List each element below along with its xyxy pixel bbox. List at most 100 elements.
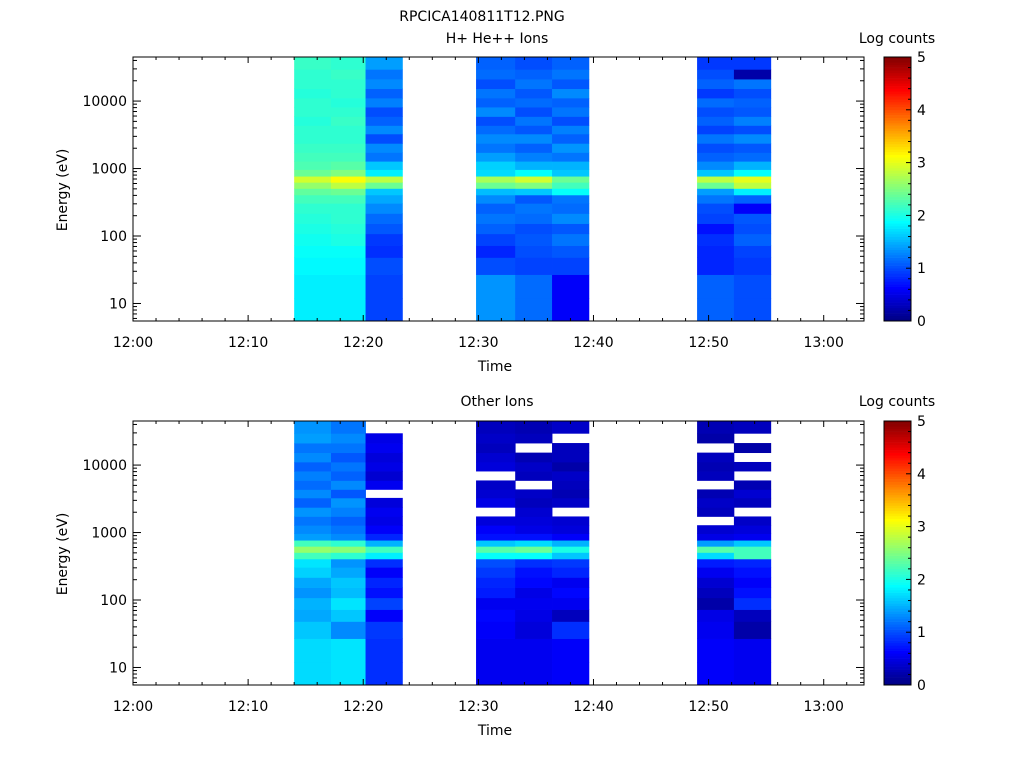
heatmap-cell	[294, 188, 332, 196]
colorbar-segment	[884, 294, 911, 298]
colorbar-segment	[884, 112, 911, 116]
x-tick-label: 13:00	[804, 699, 844, 715]
heatmap-cell	[552, 533, 590, 541]
colorbar-tick-label: 1	[917, 261, 926, 277]
heatmap-cell	[697, 57, 735, 70]
heatmap-cell	[331, 143, 366, 153]
colorbar-label: Log counts	[859, 394, 935, 410]
heatmap-cell	[515, 433, 553, 444]
heatmap-cell	[294, 161, 332, 170]
heatmap-cell	[733, 298, 772, 322]
x-tick-label: 12:20	[343, 699, 383, 715]
colorbar-segment	[884, 492, 911, 496]
heatmap-cell	[697, 577, 735, 588]
heatmap-cell	[294, 533, 332, 541]
heatmap-cell	[331, 274, 366, 299]
heatmap-cell	[697, 552, 735, 560]
colorbar-segment	[884, 571, 911, 575]
heatmap-cell	[331, 577, 366, 588]
colorbar-segment	[884, 682, 911, 686]
colorbar-label: Log counts	[859, 31, 935, 47]
colorbar-segment	[884, 671, 911, 675]
colorbar-segment	[884, 442, 911, 446]
colorbar-segment	[884, 141, 911, 145]
heatmap-cell	[294, 194, 332, 204]
heatmap-cell	[331, 421, 366, 434]
heatmap-cell	[552, 525, 590, 534]
y-tick-label: 10000	[82, 458, 127, 474]
heatmap-cell	[294, 443, 332, 454]
heatmap-cell	[294, 587, 332, 599]
heatmap-cell	[294, 461, 332, 472]
heatmap-cell	[552, 188, 590, 196]
heatmap-cell	[515, 57, 553, 70]
colorbar-segment	[884, 465, 911, 469]
heatmap-cell	[294, 507, 332, 517]
axes: 12:00 12:10 12:20 12:30 12:40 12:50 13:00 10 100…	[82, 56, 865, 351]
heatmap-cell	[476, 97, 516, 108]
heatmap-cell	[697, 213, 735, 224]
heatmap-cell	[365, 182, 403, 189]
heatmap-cell	[365, 546, 403, 553]
heatmap-cell	[331, 533, 366, 541]
colorbar-frame	[883, 56, 912, 322]
heatmap-cell	[365, 597, 403, 610]
heatmap-cell	[552, 577, 590, 588]
heatmap-cell	[552, 662, 590, 686]
heatmap-cell	[697, 133, 735, 144]
heatmap-cell	[552, 233, 590, 246]
heatmap-cell	[294, 433, 332, 444]
heatmap-cell	[476, 143, 516, 153]
heatmap-cell	[552, 182, 590, 189]
heatmap-cell	[733, 609, 772, 622]
heatmap-cell	[365, 79, 403, 90]
heatmap-cell	[697, 525, 735, 534]
heatmap-cell	[476, 461, 516, 472]
colorbar-segment	[884, 613, 911, 617]
colorbar-segment	[884, 239, 911, 243]
colorbar-segment	[884, 658, 911, 662]
heatmap-cell	[697, 203, 735, 214]
colorbar-segment	[884, 516, 911, 519]
heatmap-cell	[697, 609, 735, 622]
heatmap-cell	[476, 533, 516, 541]
heatmap-cell	[294, 182, 332, 189]
colorbar-segment	[884, 574, 911, 578]
heatmap-cell	[552, 245, 590, 258]
heatmap-cell	[697, 638, 735, 663]
colorbar-segment	[884, 302, 911, 306]
heatmap-cell	[733, 489, 772, 499]
heatmap-cell	[331, 194, 366, 204]
colorbar-segment	[884, 508, 911, 512]
heatmap-cell	[294, 525, 332, 534]
heatmap-cell	[294, 88, 332, 99]
colorbar-segment	[884, 497, 911, 501]
heatmap-cell	[733, 587, 772, 599]
colorbar-segment	[884, 281, 911, 285]
colorbar-segment	[884, 595, 911, 599]
colorbar-segment	[884, 123, 911, 126]
heatmap-cell	[365, 507, 403, 517]
heatmap-cell	[294, 116, 332, 126]
heatmap-cell	[365, 125, 403, 135]
colorbar-segment	[884, 523, 911, 527]
heatmap-cell	[515, 497, 553, 508]
heatmap-cell	[365, 516, 403, 526]
heatmap-cell	[331, 489, 366, 499]
y-tick-label: 1000	[91, 162, 127, 178]
heatmap-cell	[331, 638, 366, 663]
heatmap-cell	[476, 298, 516, 322]
heatmap-cell	[331, 567, 366, 578]
heatmap-cell	[697, 471, 735, 481]
colorbar-segment	[884, 600, 911, 604]
colorbar-segment	[884, 537, 911, 541]
heatmap-cell	[331, 461, 366, 472]
heatmap-cell	[697, 298, 735, 322]
heatmap-cell	[697, 194, 735, 204]
heatmap-cell	[331, 597, 366, 610]
heatmap-cell	[476, 233, 516, 246]
heatmap-cell	[476, 161, 516, 170]
colorbar-segment	[884, 262, 911, 266]
colorbar-segment	[884, 589, 911, 593]
colorbar-segment	[884, 215, 911, 219]
